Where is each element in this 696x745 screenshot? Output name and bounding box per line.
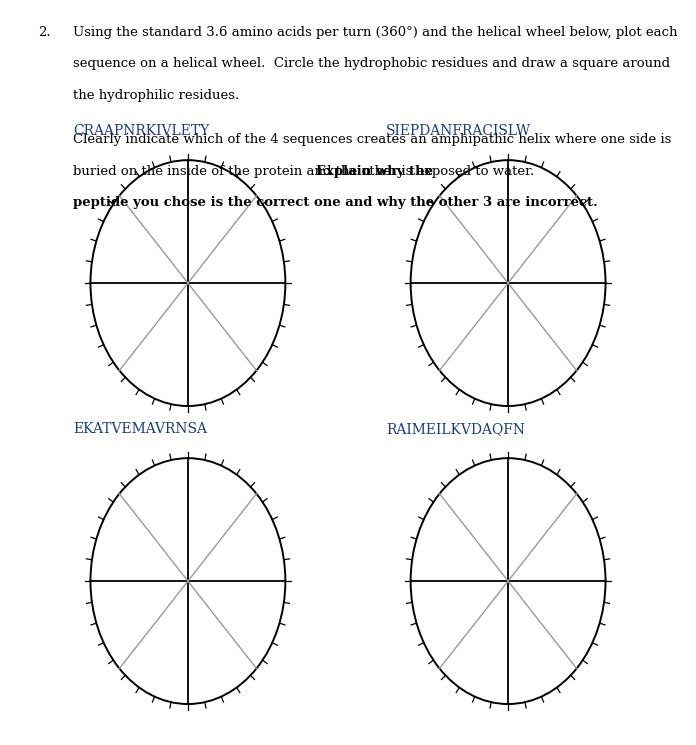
Text: peptide you chose is the correct one and why the other 3 are incorrect.: peptide you chose is the correct one and… [73, 196, 598, 209]
Text: buried on the inside of the protein and the other is exposed to water.: buried on the inside of the protein and … [73, 165, 543, 177]
Text: 2.: 2. [38, 26, 51, 39]
Text: SIEPDANFRACISLW: SIEPDANFRACISLW [386, 124, 532, 138]
Text: Using the standard 3.6 amino acids per turn (360°) and the helical wheel below, : Using the standard 3.6 amino acids per t… [73, 26, 678, 39]
Text: Clearly indicate which of the 4 sequences creates an amphipathic helix where one: Clearly indicate which of the 4 sequence… [73, 133, 672, 146]
Text: EKATVEMAVRNSA: EKATVEMAVRNSA [73, 422, 207, 436]
Text: CRAAPNRKIVLETY: CRAAPNRKIVLETY [73, 124, 209, 138]
Text: the hydrophilic residues.: the hydrophilic residues. [73, 89, 239, 101]
Text: Explain why the: Explain why the [316, 165, 433, 177]
Text: sequence on a helical wheel.  Circle the hydrophobic residues and draw a square : sequence on a helical wheel. Circle the … [73, 57, 670, 70]
Text: RAIMEILKVDAQFN: RAIMEILKVDAQFN [386, 422, 525, 436]
